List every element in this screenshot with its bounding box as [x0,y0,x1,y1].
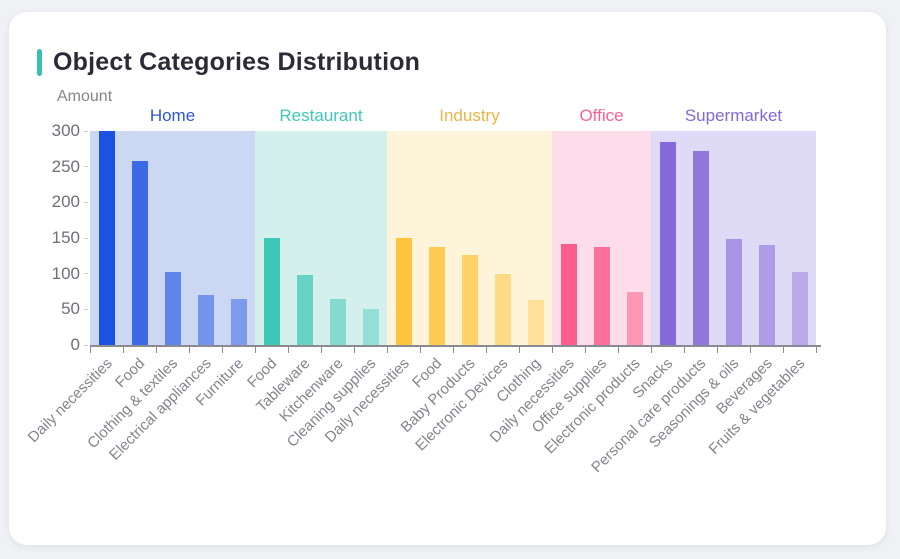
y-axis-tick [84,166,88,168]
bar-clothing[interactable] [527,300,544,345]
x-axis-tick [717,347,718,353]
bar-electronic-products[interactable] [626,291,643,345]
x-axis-tick [156,347,157,353]
bar-furniture[interactable] [230,299,247,345]
y-axis-tick [84,130,88,132]
bar-snacks[interactable] [659,141,676,345]
group-label-home: Home [149,106,196,125]
bar-baby-products[interactable] [461,255,478,345]
bar-cleaning-supplies[interactable] [362,308,379,345]
x-axis-tick [486,347,487,353]
card-header: Object Categories Distribution [37,48,420,77]
bar-daily-necessities[interactable] [560,243,577,345]
bar-office-supplies[interactable] [593,246,610,345]
x-axis-tick [255,347,256,353]
bar-daily-necessities[interactable] [395,238,412,345]
y-tick-label: 150 [51,228,80,247]
y-axis-tick [84,201,88,203]
bar-electrical-appliances[interactable] [197,295,214,345]
bar-food[interactable] [131,160,148,345]
x-axis-tick [123,347,124,353]
group-label-industry: Industry [439,106,500,125]
x-axis-tick [420,347,421,353]
x-axis-tick [585,347,586,353]
y-tick-label: 250 [51,156,80,176]
y-tick-label: 100 [51,263,80,283]
y-tick-label: 200 [51,192,80,212]
x-axis-tick [387,347,388,353]
x-axis-line [90,345,821,347]
bar-food[interactable] [428,246,445,345]
bar-food[interactable] [263,238,280,345]
x-axis-tick [684,347,685,353]
x-axis-tick [816,347,817,353]
bar-seasonings-oils[interactable] [725,239,742,345]
x-axis-tick [453,347,454,353]
y-axis-tick [84,273,88,275]
title-accent-icon [37,49,42,76]
group-label-restaurant: Restaurant [279,106,363,125]
bar-kitchenware[interactable] [329,298,346,345]
x-axis-tick [288,347,289,353]
x-axis-tick [618,347,619,353]
bar-electronic-devices[interactable] [494,273,511,345]
x-axis-tick [222,347,223,353]
bar-fruits-vegetables[interactable] [791,272,808,345]
bar-clothing-textiles[interactable] [164,271,181,345]
bar-tableware[interactable] [296,275,313,345]
y-axis-title: Amount [57,88,113,105]
x-axis-tick [651,347,652,353]
x-axis-tick [519,347,520,353]
x-axis-tick [321,347,322,353]
x-axis-tick [750,347,751,353]
y-tick-label: 0 [70,335,80,354]
x-axis-tick [189,347,190,353]
x-axis-tick [552,347,553,353]
bar-beverages[interactable] [758,245,775,345]
x-axis-tick [354,347,355,353]
bar-personal-care-products[interactable] [692,150,709,345]
y-axis-tick [84,237,88,239]
x-axis-tick [783,347,784,353]
y-tick-label: 50 [61,299,80,319]
group-label-supermarket: Supermarket [684,106,783,125]
page-title: Object Categories Distribution [53,48,421,76]
bar-daily-necessities[interactable] [98,131,115,345]
x-axis-tick [90,347,91,353]
bar-chart: 0 50 100 150 200 250 300 Home Daily necessities F… [9,12,886,545]
y-tick-label: 300 [51,121,80,140]
y-axis-tick [84,308,88,310]
y-axis-tick [84,344,88,346]
group-label-office: Office [579,106,624,125]
